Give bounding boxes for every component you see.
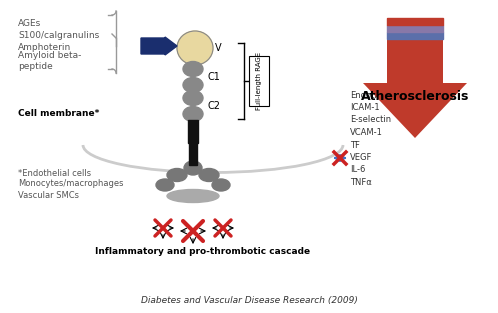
FancyArrow shape: [141, 37, 177, 55]
Bar: [189, 143, 197, 165]
Text: E-selectin: E-selectin: [350, 115, 391, 125]
Text: Endothelin-1: Endothelin-1: [350, 90, 403, 100]
Text: Inflammatory and pro-thrombotic cascade: Inflammatory and pro-thrombotic cascade: [96, 247, 311, 255]
Text: Monocytes/macrophages: Monocytes/macrophages: [18, 179, 124, 188]
Text: Amphoterin: Amphoterin: [18, 43, 71, 52]
Ellipse shape: [167, 168, 187, 182]
Bar: [387, 32, 443, 39]
Text: VEGF: VEGF: [350, 153, 373, 162]
Text: Cell membrane*: Cell membrane*: [18, 109, 100, 117]
Ellipse shape: [167, 189, 219, 203]
Text: TF: TF: [350, 141, 360, 150]
Bar: [387, 18, 443, 25]
FancyBboxPatch shape: [249, 56, 269, 106]
Text: VCAM-1: VCAM-1: [350, 128, 383, 137]
Ellipse shape: [156, 179, 174, 191]
Ellipse shape: [199, 168, 219, 182]
Ellipse shape: [184, 161, 202, 175]
Bar: [188, 120, 198, 143]
Text: IL-6: IL-6: [350, 166, 366, 175]
Ellipse shape: [177, 31, 213, 65]
Ellipse shape: [183, 90, 203, 105]
Text: V: V: [215, 43, 222, 53]
Text: ICAM-1: ICAM-1: [350, 103, 379, 112]
Ellipse shape: [183, 106, 203, 121]
Text: TNFα: TNFα: [350, 178, 372, 187]
Ellipse shape: [212, 179, 230, 191]
Text: *Endothelial cells: *Endothelial cells: [18, 168, 91, 177]
Text: C1: C1: [207, 72, 220, 82]
Text: C2: C2: [207, 101, 220, 111]
Text: Amyloid beta-
peptide: Amyloid beta- peptide: [18, 51, 81, 71]
Ellipse shape: [183, 78, 203, 93]
Text: Diabetes and Vascular Disease Research (2009): Diabetes and Vascular Disease Research (…: [140, 296, 358, 305]
Text: S100/calgranulins: S100/calgranulins: [18, 30, 99, 39]
Bar: [387, 25, 443, 32]
Polygon shape: [363, 18, 467, 138]
Text: Atherosclerosis: Atherosclerosis: [361, 90, 469, 102]
Text: Full-length RAGE: Full-length RAGE: [256, 52, 262, 110]
Text: AGEs: AGEs: [18, 18, 41, 28]
Ellipse shape: [183, 61, 203, 76]
Text: Vascular SMCs: Vascular SMCs: [18, 191, 79, 199]
